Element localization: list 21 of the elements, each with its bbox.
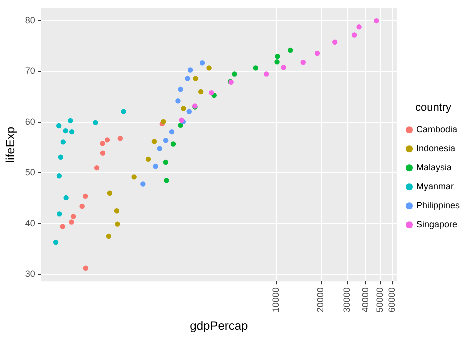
x-tick-label: 60000 xyxy=(386,288,397,313)
y-tick-label: 70 xyxy=(25,66,36,76)
legend-label: Indonesia xyxy=(416,144,456,154)
y-tick-label: 30 xyxy=(25,268,36,279)
legend-label: Myanmar xyxy=(416,182,454,192)
x-tick-label: 50000 xyxy=(374,288,385,313)
y-tick-label: 80 xyxy=(25,16,36,26)
x-axis-title: gdpPercap xyxy=(190,319,249,334)
legend-label: Philippines xyxy=(416,200,460,211)
y-tick-label: 60 xyxy=(25,116,36,127)
x-tick-label: 40000 xyxy=(360,288,371,313)
legend-label: Malaysia xyxy=(416,162,452,173)
legend-label: Singapore xyxy=(416,220,458,230)
legend-title: country xyxy=(415,102,452,114)
y-tick-label: 50 xyxy=(25,168,36,178)
x-tick-label: 20000 xyxy=(316,288,326,313)
y-axis-title: lifeExp xyxy=(4,126,18,163)
y-tick-label: 40 xyxy=(25,218,36,228)
x-tick-label: 30000 xyxy=(342,288,352,313)
legend-label: Cambodia xyxy=(416,124,458,135)
x-tick-label: 10000 xyxy=(270,288,281,313)
